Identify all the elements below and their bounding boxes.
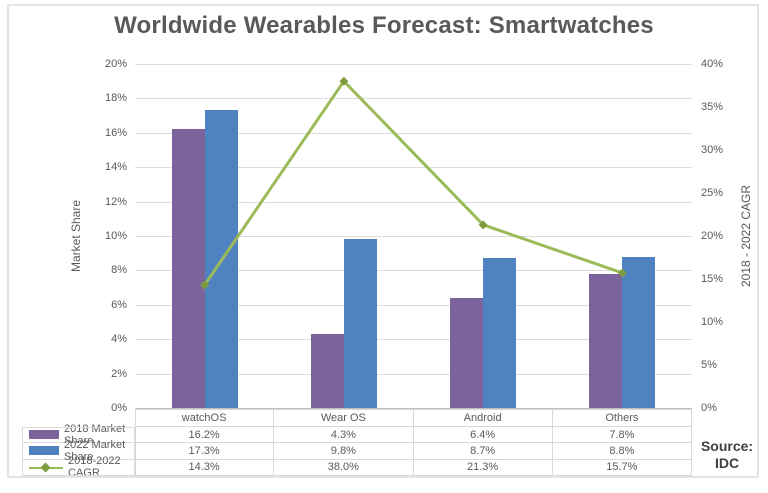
gridline-20pct	[135, 64, 692, 65]
left-tick-18: 18%	[104, 92, 127, 105]
gridline-2pct	[135, 373, 692, 375]
cagr-marker-watchos	[200, 280, 210, 290]
right-tick-25: 25%	[701, 187, 724, 199]
left-tick-14: 14%	[104, 161, 127, 174]
gridline-8pct	[135, 270, 692, 272]
plot-area	[135, 64, 692, 409]
table-value-2022-market-share-watchos: 17.3%	[135, 443, 275, 460]
left-tick-12: 12%	[104, 195, 127, 208]
cagr-marker-wear-os	[339, 76, 349, 86]
cagr-marker-android	[478, 220, 488, 230]
table-value-2018-2022-cagr-watchos: 14.3%	[135, 459, 275, 476]
legend-bar-swatch-icon	[29, 430, 59, 440]
right-tick-0: 0%	[701, 402, 717, 414]
gridline-14pct	[135, 167, 692, 169]
table-value-2018-2022-cagr-android: 21.3%	[413, 459, 553, 476]
bar-2022-market-share-android	[483, 258, 517, 408]
table-value-2018-market-share-others: 7.8%	[552, 427, 692, 444]
bar-2022-market-share-wear-os	[343, 239, 377, 408]
bar-2018-market-share-watchos	[171, 129, 205, 408]
left-tick-8: 8%	[111, 264, 127, 277]
category-header-android: Android	[413, 409, 553, 427]
right-tick-10: 10%	[701, 316, 724, 328]
left-tick-20: 20%	[104, 58, 127, 70]
table-value-2018-market-share-android: 6.4%	[413, 427, 553, 444]
bar-2018-market-share-wear-os	[310, 334, 344, 408]
right-tick-30: 30%	[701, 144, 724, 156]
table-value-2022-market-share-others: 8.8%	[552, 443, 692, 460]
table-value-2022-market-share-wear-os: 9.8%	[274, 443, 414, 460]
left-tick-2: 2%	[111, 367, 127, 380]
left-tick-6: 6%	[111, 298, 127, 311]
right-tick-5: 5%	[701, 359, 717, 371]
left-axis-title-text: Market Share	[69, 199, 83, 273]
legend-line-swatch-icon	[29, 462, 63, 473]
bar-2022-market-share-others	[622, 256, 656, 408]
right-tick-15: 15%	[701, 273, 724, 285]
cagr-line-layer	[200, 76, 627, 290]
table-value-2018-market-share-wear-os: 4.3%	[274, 427, 414, 444]
source-note: Source: IDC	[694, 438, 760, 472]
legend-label: 2018-2022 CAGR	[68, 455, 121, 480]
table-value-2018-2022-cagr-others: 15.7%	[552, 459, 692, 476]
bar-2018-market-share-others	[589, 273, 623, 408]
gridline-16pct	[135, 132, 692, 134]
gridline-12pct	[135, 201, 692, 203]
table-value-2022-market-share-android: 8.7%	[413, 443, 553, 460]
cagr-line	[203, 79, 623, 286]
legend-item-2018-2022-cagr: 2018-2022 CAGR	[22, 455, 135, 479]
source-value: IDC	[714, 455, 740, 471]
right-tick-20: 20%	[701, 230, 724, 242]
left-tick-0: 0%	[111, 402, 127, 414]
left-tick-4: 4%	[111, 333, 127, 346]
category-header-wear-os: Wear OS	[274, 409, 414, 427]
left-axis-title: Market Share	[66, 64, 86, 408]
table-value-2018-market-share-watchos: 16.2%	[135, 427, 275, 444]
legend-bar-swatch-icon	[29, 446, 59, 456]
category-header-others: Others	[552, 409, 692, 427]
bar-2018-market-share-android	[450, 297, 484, 408]
legend-item-2018-market-share: 2018 Market Share	[22, 423, 135, 447]
left-tick-10: 10%	[104, 230, 127, 242]
chart-title: Worldwide Wearables Forecast: Smartwatch…	[114, 12, 654, 39]
table-value-2018-2022-cagr-wear-os: 38.0%	[274, 459, 414, 476]
category-header-watchos: watchOS	[135, 409, 275, 427]
gridline-10pct	[135, 236, 692, 237]
cagr-marker-others	[617, 268, 627, 278]
right-tick-40: 40%	[701, 58, 724, 70]
gridline-6pct	[135, 304, 692, 306]
left-tick-16: 16%	[104, 126, 127, 139]
right-tick-35: 35%	[701, 101, 724, 113]
source-label: Source:	[700, 438, 754, 454]
gridline-18pct	[135, 98, 692, 100]
gridline-4pct	[135, 339, 692, 341]
